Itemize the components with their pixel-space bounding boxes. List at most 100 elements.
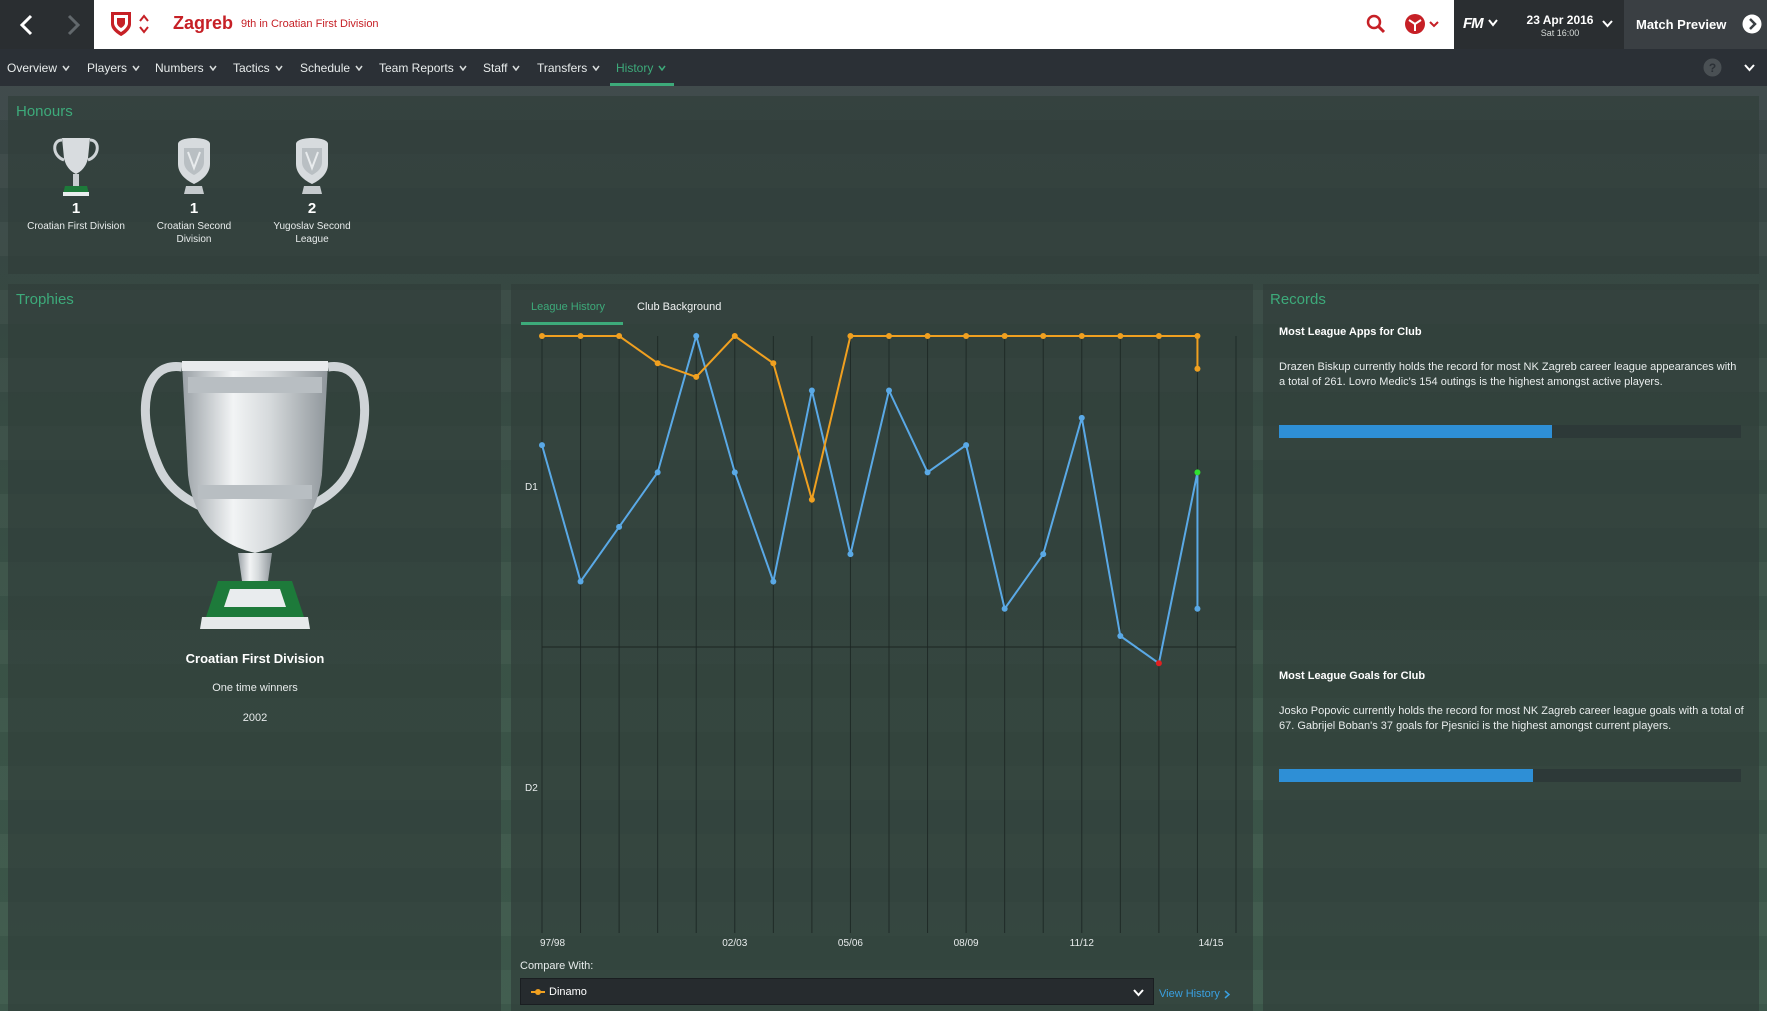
data-point: [770, 360, 777, 367]
data-point: [616, 523, 623, 530]
search-icon[interactable]: [1366, 14, 1386, 34]
honours-title: Honours: [16, 103, 73, 120]
data-point: [1117, 333, 1124, 339]
nation-flag-icon[interactable]: [1404, 13, 1440, 35]
record-apps-title: Most League Apps for Club: [1279, 326, 1422, 338]
fm-logo[interactable]: FM: [1463, 15, 1484, 32]
chevron-down-icon[interactable]: [1602, 20, 1613, 28]
data-point: [1117, 633, 1124, 639]
svg-text:?: ?: [1709, 61, 1716, 75]
data-point: [808, 387, 815, 394]
data-point: [731, 469, 738, 476]
trophy-years: 2002: [242, 712, 268, 724]
help-icon[interactable]: ?: [1703, 58, 1722, 77]
shield-trophy-icon: [296, 138, 328, 194]
menu-overview[interactable]: Overview: [7, 61, 70, 75]
record-goals-title: Most League Goals for Club: [1279, 670, 1426, 682]
chevron-down-icon: [658, 65, 666, 71]
chevron-down-icon[interactable]: [1744, 64, 1755, 72]
menu-numbers[interactable]: Numbers: [155, 61, 217, 75]
chevron-down-icon: [592, 65, 600, 71]
records-panel: [1263, 284, 1759, 1011]
x-tick-label: 97/98: [540, 938, 565, 949]
chevron-down-icon: [355, 65, 363, 71]
chevron-down-icon: [1133, 989, 1144, 997]
menu-label: Schedule: [300, 61, 351, 75]
data-point: [539, 442, 545, 449]
club-switch-icon[interactable]: [138, 13, 150, 35]
date-display[interactable]: 23 Apr 2016 Sat 16:00: [1510, 13, 1610, 38]
data-point: [539, 333, 545, 339]
data-point: [1194, 605, 1201, 612]
match-preview-button[interactable]: Match Preview: [1624, 0, 1767, 49]
trophy-name: Croatian First Division: [185, 651, 325, 666]
honour-item[interactable]: 2 Yugoslav Second League: [257, 134, 367, 246]
honour-name: Croatian First Division: [27, 221, 125, 232]
top-bar: Zagreb 9th in Croatian First Division FM…: [0, 0, 1767, 49]
chevron-down-icon[interactable]: [1488, 19, 1498, 27]
forward-button[interactable]: [50, 0, 96, 49]
data-point: [693, 333, 700, 339]
menu-label: Staff: [483, 61, 508, 75]
menu-label: Players: [87, 61, 128, 75]
data-point: [1155, 333, 1162, 339]
menu-label: Transfers: [537, 61, 588, 75]
honour-item[interactable]: 1 Croatian Second Division: [139, 134, 249, 246]
chevron-down-icon: [275, 65, 283, 71]
chevron-down-icon: [62, 65, 70, 71]
club-title-area: Zagreb 9th in Croatian First Division: [94, 0, 1454, 49]
data-point: [770, 578, 777, 585]
data-point: [731, 333, 738, 339]
league-history-chart[interactable]: D1 D2 97/98 02/03 05/06 08/09 11/12 14/15: [515, 325, 1251, 955]
honours-panel: [8, 96, 1759, 274]
data-point: [1040, 333, 1047, 339]
forward-arrow-icon: [67, 14, 81, 35]
data-point: [577, 333, 584, 339]
continue-arrow-icon: [1742, 14, 1762, 34]
club-name[interactable]: Zagreb: [173, 13, 234, 33]
menu-label: Numbers: [155, 61, 204, 75]
view-history-label: View History: [1159, 988, 1220, 1000]
data-point: [1001, 605, 1008, 612]
silver-cup-icon: [53, 138, 99, 196]
x-tick-label: 11/12: [1070, 938, 1095, 949]
data-point: [1194, 469, 1201, 476]
compare-label: Compare With:: [520, 960, 594, 972]
menu-staff[interactable]: Staff: [483, 61, 521, 75]
menu-tactics[interactable]: Tactics: [233, 61, 283, 75]
compare-select[interactable]: Dinamo: [520, 978, 1154, 1005]
menu-players[interactable]: Players: [87, 61, 140, 75]
club-crest-icon[interactable]: [110, 11, 132, 37]
menu-label: Tactics: [233, 61, 270, 75]
chevron-down-icon: [512, 65, 521, 71]
data-point: [654, 469, 661, 476]
data-point: [847, 551, 854, 558]
record-goals-bar-fill: [1279, 769, 1534, 782]
data-point: [1155, 660, 1162, 667]
data-point: [1078, 414, 1085, 421]
trophy-summary: One time winners: [212, 682, 298, 694]
data-point: [1194, 333, 1201, 339]
honour-count: 1: [71, 200, 81, 217]
chevron-down-icon: [209, 65, 217, 71]
honour-name: Yugoslav Second League: [273, 221, 351, 245]
club-league-position[interactable]: 9th in Croatian First Division: [241, 18, 379, 30]
honour-count: 2: [307, 200, 317, 217]
data-point: [616, 333, 623, 339]
tab-club-background[interactable]: Club Background: [637, 301, 722, 313]
back-button[interactable]: [4, 0, 50, 49]
menu-history[interactable]: History: [616, 61, 666, 75]
menu-team-reports[interactable]: Team Reports: [379, 61, 467, 75]
y-tick-label: D2: [525, 783, 538, 794]
honour-item[interactable]: 1 Croatian First Division: [21, 134, 131, 233]
data-point: [924, 469, 931, 476]
menu-transfers[interactable]: Transfers: [537, 61, 600, 75]
data-point: [1078, 333, 1085, 339]
large-trophy-icon[interactable]: [138, 355, 372, 635]
tab-league-history[interactable]: League History: [531, 301, 605, 313]
menu-label: Overview: [7, 61, 58, 75]
menu-schedule[interactable]: Schedule: [300, 61, 363, 75]
record-goals-bar: [1279, 769, 1741, 782]
x-tick-label: 02/03: [722, 938, 747, 949]
view-history-link[interactable]: View History: [1159, 988, 1230, 1000]
